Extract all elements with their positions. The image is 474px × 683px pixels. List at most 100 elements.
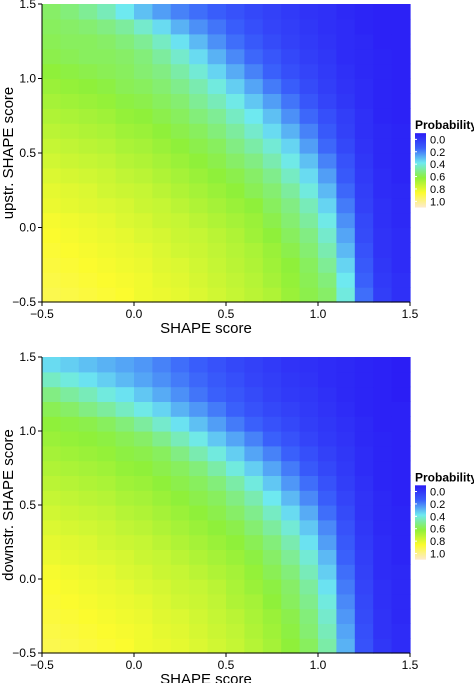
heatmap-cell <box>373 357 393 373</box>
heatmap-cell <box>373 608 393 624</box>
heatmap-cell <box>78 460 98 476</box>
heatmap-cell <box>78 579 98 595</box>
heatmap-cell <box>299 33 319 50</box>
heatmap-cell <box>373 623 393 639</box>
heatmap-cell <box>42 123 61 139</box>
heatmap-cell <box>244 460 264 476</box>
heatmap-cell <box>152 579 172 595</box>
heatmap-cell <box>207 93 227 109</box>
heatmap-cell <box>115 197 135 214</box>
heatmap-cell <box>391 153 411 169</box>
heatmap-cell <box>281 579 301 595</box>
heatmap-cell <box>207 623 227 639</box>
heatmap-cell <box>152 401 172 417</box>
heatmap-cell <box>336 4 356 20</box>
heatmap-cell <box>170 33 190 50</box>
heatmap-cell <box>97 167 117 184</box>
heatmap-cell <box>60 386 80 402</box>
heatmap-cell <box>134 138 153 154</box>
heatmap-cell <box>60 416 80 432</box>
heatmap-cell <box>78 108 98 124</box>
heatmap-cell <box>115 138 135 154</box>
heatmap-cell <box>115 445 135 462</box>
heatmap-cell <box>42 287 61 303</box>
heatmap-cell <box>262 63 282 80</box>
heatmap-cell <box>226 123 245 139</box>
heatmap-cell <box>336 197 356 214</box>
heatmap-cell <box>207 63 227 80</box>
heatmap-cell <box>170 638 190 654</box>
heatmap-cell <box>299 242 319 258</box>
heatmap-cell <box>170 519 190 536</box>
heatmap-cell <box>60 519 80 536</box>
heatmap-cell <box>299 4 319 20</box>
heatmap-cell <box>391 371 411 388</box>
heatmap-cell <box>244 401 264 417</box>
heatmap-cell <box>391 623 411 639</box>
heatmap-cell <box>170 431 190 447</box>
heatmap-cell <box>281 431 301 447</box>
heatmap-cell <box>262 564 282 580</box>
heatmap-cell <box>244 638 264 654</box>
heatmap-cell <box>299 48 319 65</box>
heatmap-cell <box>262 431 282 447</box>
heatmap-cell <box>373 287 393 303</box>
heatmap-cell <box>354 4 374 20</box>
heatmap-cell <box>207 608 227 624</box>
heatmap-cell <box>134 242 153 258</box>
heatmap-cell <box>207 593 227 610</box>
heatmap-cell <box>78 48 98 65</box>
heatmap-cell <box>207 242 227 258</box>
heatmap-cell <box>391 445 411 462</box>
heatmap-cell <box>170 4 190 20</box>
heatmap-cell <box>78 638 98 654</box>
heatmap-cell <box>170 460 190 476</box>
heatmap-cell <box>152 593 172 610</box>
heatmap-cell <box>226 167 245 184</box>
heatmap-cell <box>391 287 411 303</box>
heatmap-cell <box>391 227 411 243</box>
heatmap-cell <box>244 197 264 214</box>
heatmap-cell <box>318 153 337 169</box>
heatmap-cell <box>318 212 337 229</box>
heatmap-cell <box>170 212 190 229</box>
heatmap-cell <box>354 460 374 476</box>
heatmap-cell <box>189 182 209 199</box>
heatmap-cell <box>226 257 245 273</box>
heatmap-cell <box>97 371 117 388</box>
heatmap-cell <box>42 48 61 65</box>
heatmap-cell <box>373 579 393 595</box>
heatmap-cell <box>318 242 337 258</box>
heatmap-cell <box>391 490 411 506</box>
heatmap-cell <box>207 519 227 536</box>
heatmap-cell <box>336 63 356 80</box>
heatmap-cell <box>152 78 172 94</box>
heatmap-cell <box>299 93 319 109</box>
heatmap-cell <box>391 564 411 580</box>
heatmap-cell <box>97 460 117 476</box>
heatmap-cell <box>42 138 61 154</box>
heatmap-cell <box>207 182 227 199</box>
heatmap-cell <box>262 48 282 65</box>
heatmap-cell <box>134 4 153 20</box>
heatmap-cell <box>134 123 153 139</box>
heatmap-cell <box>281 519 301 536</box>
heatmap-cell <box>391 534 411 550</box>
heatmap-cell <box>60 638 80 654</box>
axes: −0.5 0.0 0.5 1.0 1.5 −0.5 0.0 0.5 1.0 1.5 SHAPE sc… <box>0 0 419 337</box>
heatmap-cell <box>78 593 98 610</box>
heatmap-cell <box>281 505 301 521</box>
heatmap-panel-upstream: −0.5 0.0 0.5 1.0 1.5 −0.5 0.0 0.5 1.0 1.5 SHAPE sc… <box>0 0 474 337</box>
heatmap-cell <box>115 564 135 580</box>
heatmap-cell <box>373 108 393 124</box>
heatmap-cell <box>318 608 337 624</box>
heatmap-cell <box>42 357 61 373</box>
heatmap-cell <box>244 108 264 124</box>
heatmap-cell <box>226 623 245 639</box>
heatmap-cell <box>373 167 393 184</box>
heatmap-cell <box>115 505 135 521</box>
heatmap-cell <box>373 460 393 476</box>
heatmap-cell <box>207 197 227 214</box>
heatmap-cell <box>391 212 411 229</box>
heatmap-cell <box>244 272 264 288</box>
